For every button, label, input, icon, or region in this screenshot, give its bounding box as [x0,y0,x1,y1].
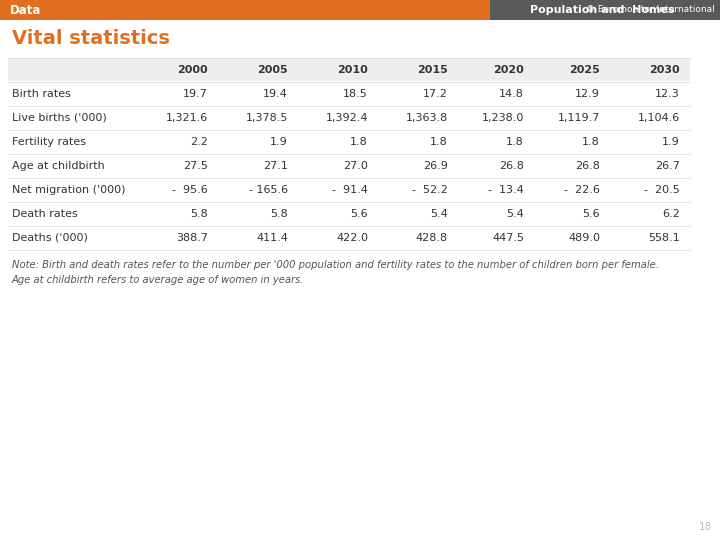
Text: 26.8: 26.8 [575,161,600,171]
Text: 489.0: 489.0 [568,233,600,243]
Text: 18: 18 [698,522,712,532]
Text: Birth rates: Birth rates [12,89,71,99]
Text: 17.2: 17.2 [423,89,448,99]
Text: 1,104.6: 1,104.6 [638,113,680,123]
Bar [8,58,690,81]
Text: 1,238.0: 1,238.0 [482,113,524,123]
Bar [490,0,720,20]
Text: 1,363.8: 1,363.8 [406,113,448,123]
Text: 1.8: 1.8 [350,137,368,147]
Text: 1.9: 1.9 [662,137,680,147]
Text: 411.4: 411.4 [256,233,288,243]
Text: 1,321.6: 1,321.6 [166,113,208,123]
Text: -  95.6: - 95.6 [172,185,208,195]
Text: 27.5: 27.5 [183,161,208,171]
Text: 5.6: 5.6 [582,209,600,219]
Text: 388.7: 388.7 [176,233,208,243]
Text: Fertility rates: Fertility rates [12,137,86,147]
Text: 1.8: 1.8 [506,137,524,147]
Text: 2005: 2005 [257,65,288,75]
Text: -  91.4: - 91.4 [332,185,368,195]
Text: 5.8: 5.8 [270,209,288,219]
Text: 5.8: 5.8 [190,209,208,219]
Text: 26.9: 26.9 [423,161,448,171]
Text: 1,119.7: 1,119.7 [557,113,600,123]
Text: 5.6: 5.6 [351,209,368,219]
Text: 12.3: 12.3 [655,89,680,99]
Text: 5.4: 5.4 [506,209,524,219]
Text: -  22.6: - 22.6 [564,185,600,195]
Text: 6.2: 6.2 [662,209,680,219]
Text: 19.4: 19.4 [263,89,288,99]
Text: 2010: 2010 [337,65,368,75]
Text: Death rates: Death rates [12,209,78,219]
Text: 26.7: 26.7 [655,161,680,171]
Text: 447.5: 447.5 [492,233,524,243]
Text: - 165.6: - 165.6 [249,185,288,195]
Text: 2000: 2000 [177,65,208,75]
Text: 1.9: 1.9 [270,137,288,147]
Text: 14.8: 14.8 [499,89,524,99]
Text: Data: Data [10,3,41,17]
Text: 12.9: 12.9 [575,89,600,99]
Text: Population and  Homes: Population and Homes [530,5,675,15]
Text: Age at childbirth: Age at childbirth [12,161,104,171]
Text: Net migration ('000): Net migration ('000) [12,185,125,195]
Text: Note: Birth and death rates refer to the number per '000 population and fertilit: Note: Birth and death rates refer to the… [12,260,659,285]
Text: 2.2: 2.2 [190,137,208,147]
Bar [0,0,490,20]
Text: 27.0: 27.0 [343,161,368,171]
Text: 1,392.4: 1,392.4 [325,113,368,123]
Text: -  13.4: - 13.4 [488,185,524,195]
Text: 1.8: 1.8 [582,137,600,147]
Text: 26.8: 26.8 [499,161,524,171]
Text: 2020: 2020 [493,65,524,75]
Text: 558.1: 558.1 [648,233,680,243]
Text: 2030: 2030 [649,65,680,75]
Text: © Euromonitor International: © Euromonitor International [586,5,715,15]
Text: -  20.5: - 20.5 [644,185,680,195]
Text: 2025: 2025 [570,65,600,75]
Text: 428.8: 428.8 [416,233,448,243]
Text: 1,378.5: 1,378.5 [246,113,288,123]
Text: Deaths ('000): Deaths ('000) [12,233,88,243]
Text: 2015: 2015 [418,65,448,75]
Text: 1.8: 1.8 [431,137,448,147]
Text: 27.1: 27.1 [263,161,288,171]
Text: 422.0: 422.0 [336,233,368,243]
Text: -  52.2: - 52.2 [412,185,448,195]
Text: Vital statistics: Vital statistics [12,29,170,48]
Text: 19.7: 19.7 [183,89,208,99]
Text: 18.5: 18.5 [343,89,368,99]
Text: 5.4: 5.4 [431,209,448,219]
Text: Live births ('000): Live births ('000) [12,113,107,123]
